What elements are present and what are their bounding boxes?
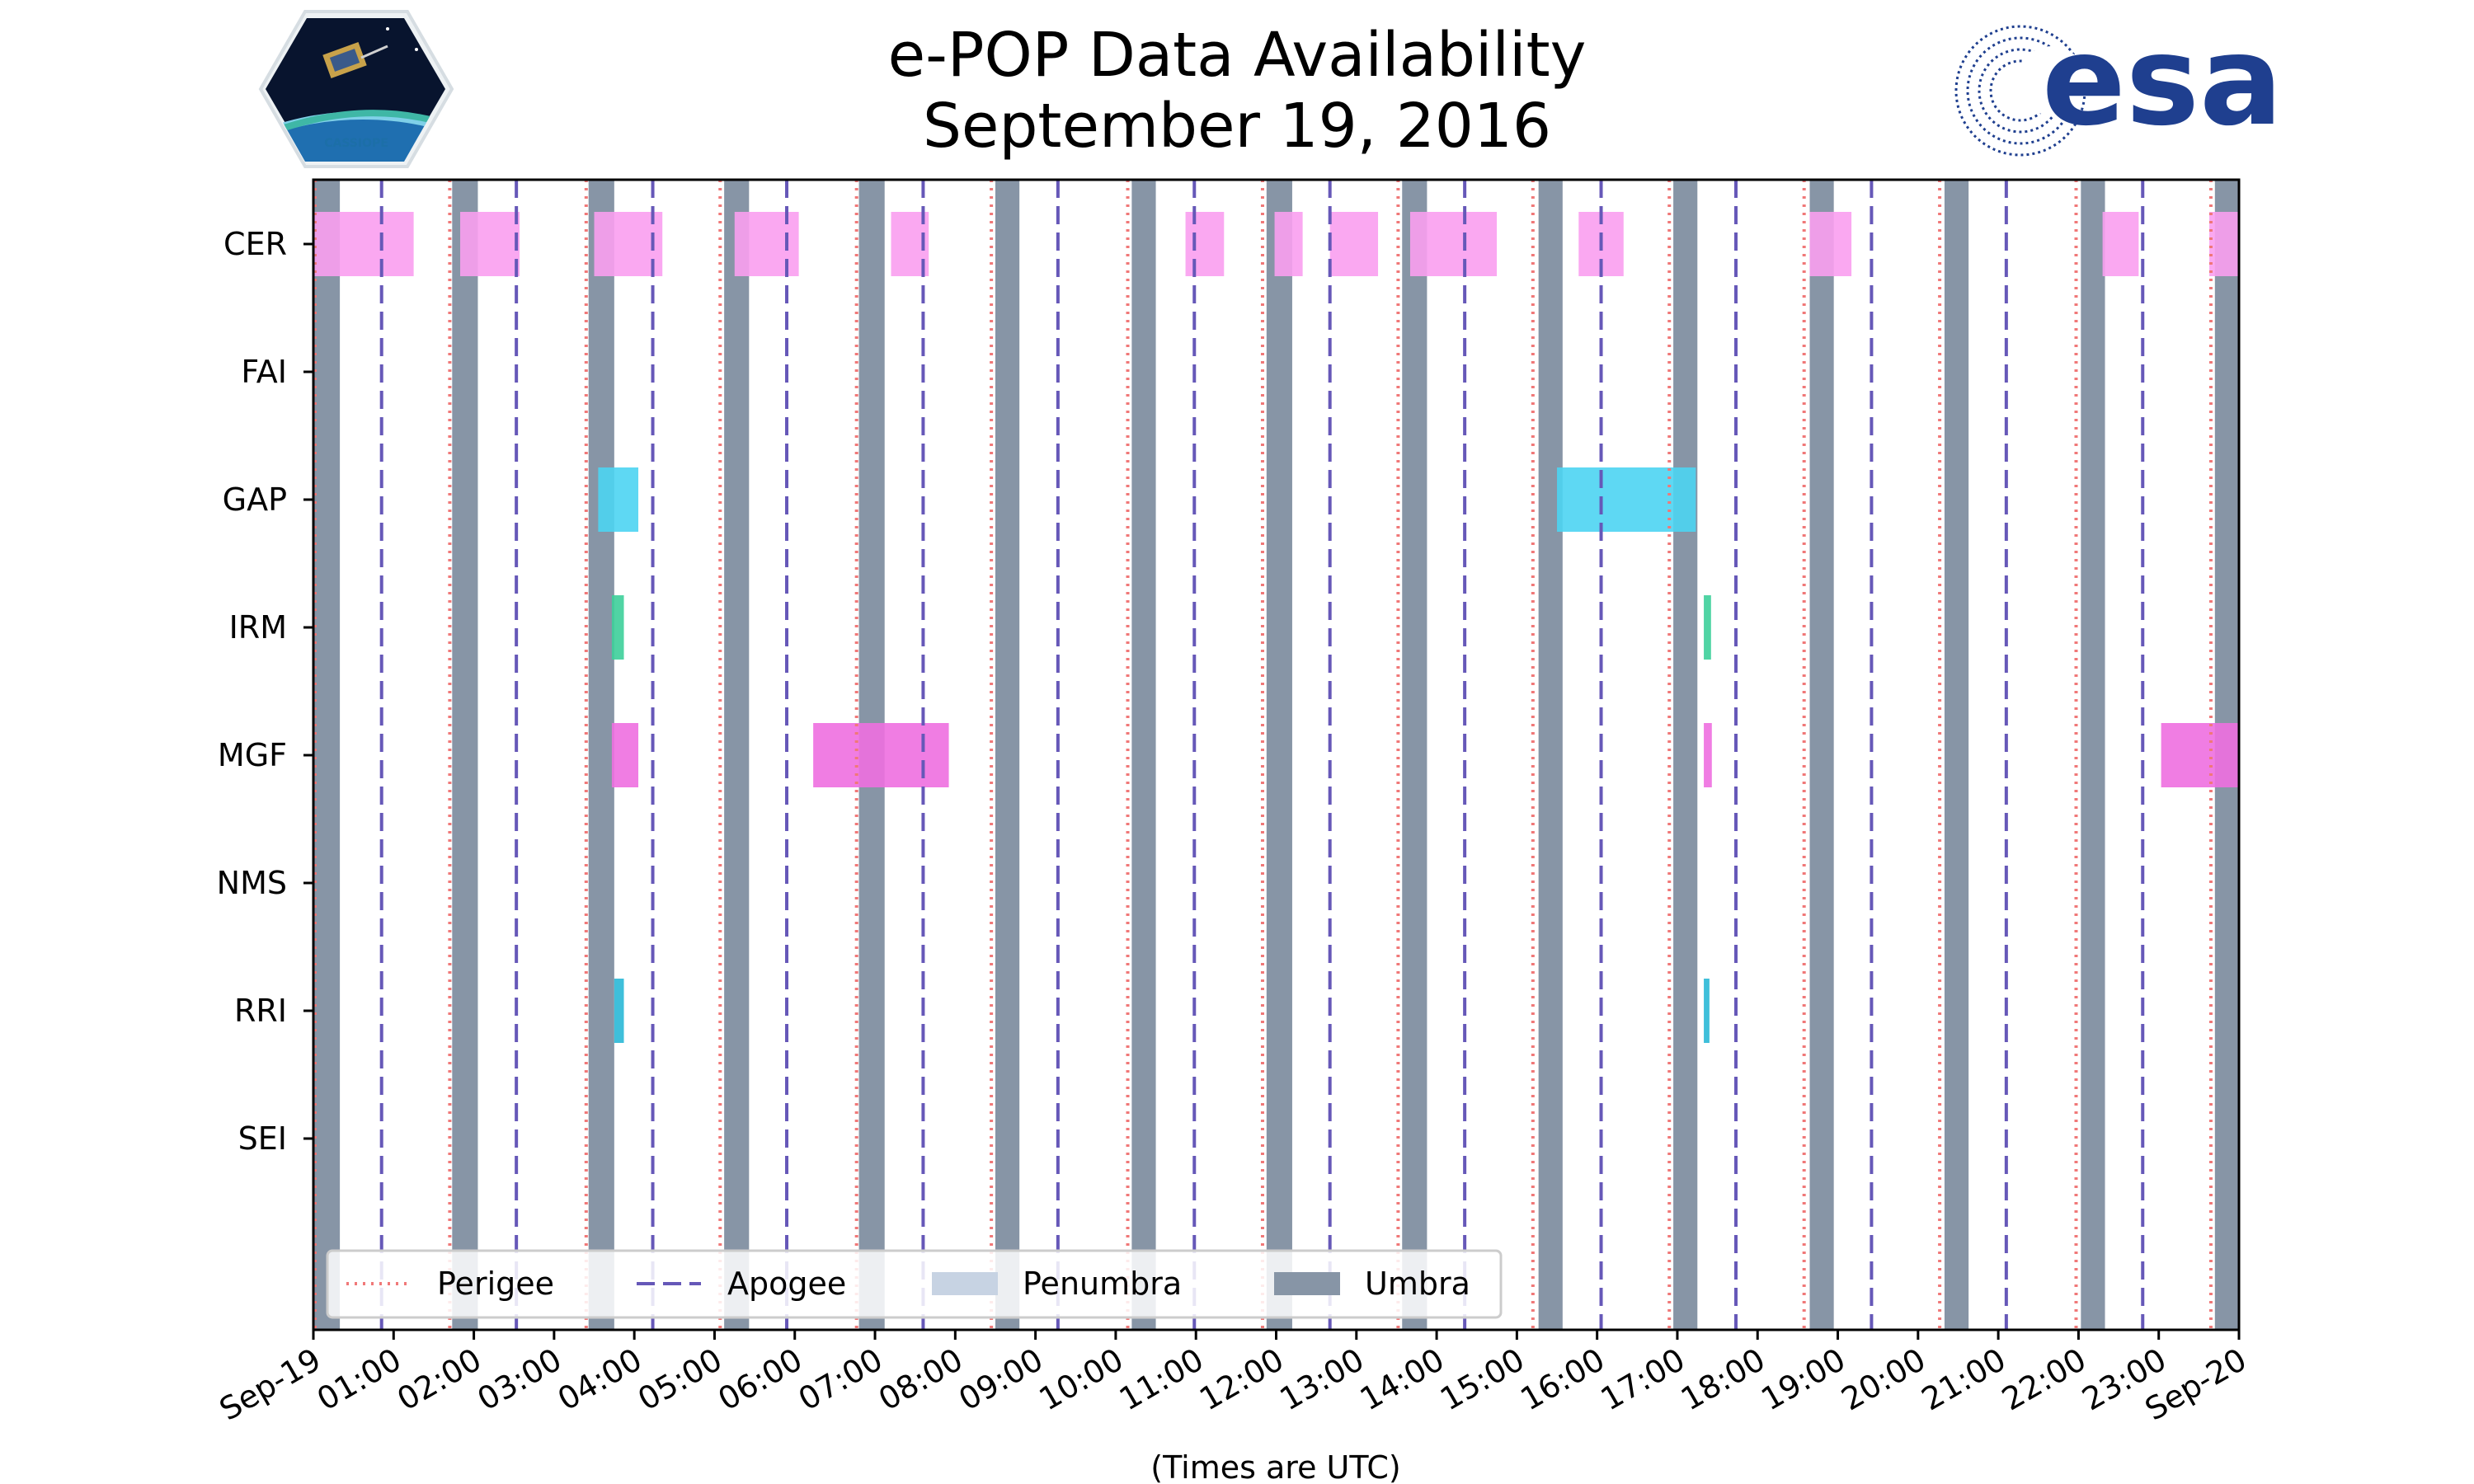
availability-bar-mgf <box>611 723 639 787</box>
x-tick-label: 21:00 <box>1916 1341 2012 1418</box>
umbra-band <box>313 180 341 1330</box>
availability-bar-irm <box>611 595 624 660</box>
umbra-layer <box>313 180 2239 1330</box>
availability-bar-cer <box>460 212 520 276</box>
x-tick-label: 22:00 <box>1996 1341 2092 1418</box>
availability-bar-cer <box>1809 212 1852 276</box>
chart-subtitle: September 19, 2016 <box>922 91 1552 162</box>
availability-bar-mgf <box>2161 723 2239 787</box>
availability-bar-gap <box>598 467 639 532</box>
x-tick-label: 11:00 <box>1113 1341 1210 1418</box>
x-tick-label: 17:00 <box>1595 1341 1691 1418</box>
x-tick-label: 12:00 <box>1193 1341 1290 1418</box>
x-tick-label: 13:00 <box>1273 1341 1370 1418</box>
x-axis-label: (Times are UTC) <box>1150 1449 1400 1484</box>
y-tick-label: GAP <box>223 481 287 518</box>
y-tick-label: NMS <box>217 865 287 901</box>
x-tick-label: Sep-19 <box>214 1341 327 1428</box>
perigee-lines <box>313 180 2213 1330</box>
availability-bar-cer <box>2209 212 2239 276</box>
x-tick-label: 05:00 <box>632 1341 728 1418</box>
umbra-band <box>1131 180 1156 1330</box>
x-tick-label: 16:00 <box>1514 1341 1611 1418</box>
y-axis: CER FAI GAP IRM MGF NMS RRI SEI <box>217 226 313 1157</box>
apogee-lines <box>379 180 2145 1330</box>
x-tick-label: 09:00 <box>952 1341 1049 1418</box>
x-tick-label: 01:00 <box>311 1341 407 1418</box>
x-tick-label: 02:00 <box>391 1341 487 1418</box>
legend-label-umbra: Umbra <box>1365 1266 1470 1302</box>
esa-logo-text: esa <box>2042 10 2283 153</box>
availability-bar-cer <box>594 212 663 276</box>
legend-label-perigee: Perigee <box>437 1266 554 1302</box>
availability-bar-rri <box>1704 979 1710 1043</box>
y-tick-label: IRM <box>229 609 287 646</box>
y-tick-label: CER <box>223 226 287 262</box>
x-tick-label: 18:00 <box>1675 1341 1771 1418</box>
y-tick-label: RRI <box>234 993 287 1029</box>
availability-bar-mgf <box>813 723 949 787</box>
y-tick-label: FAI <box>241 354 287 390</box>
x-tick-label: 03:00 <box>472 1341 568 1418</box>
x-tick-label: 15:00 <box>1434 1341 1531 1418</box>
availability-bar-cer <box>1185 212 1225 276</box>
availability-bar-cer <box>1329 212 1379 276</box>
umbra-band <box>1402 180 1427 1330</box>
x-tick-label: 19:00 <box>1755 1341 1851 1418</box>
availability-bar-cer <box>1409 212 1498 276</box>
y-tick-label: SEI <box>238 1120 287 1157</box>
chart-title: e-POP Data Availability <box>887 20 1587 91</box>
umbra-band <box>1673 180 1698 1330</box>
x-tick-label: 07:00 <box>793 1341 889 1418</box>
umbra-band <box>1809 180 1834 1330</box>
availability-bar-gap <box>1557 467 1696 532</box>
y-tick-label: MGF <box>218 737 287 773</box>
legend: Perigee Apogee Penumbra Umbra <box>326 1249 1503 1319</box>
x-tick-label: 04:00 <box>552 1341 648 1418</box>
availability-bar-rri <box>614 979 624 1043</box>
availability-bar-cer <box>313 212 414 276</box>
legend-box <box>326 1249 1503 1319</box>
cassiope-logo-text: CASSIOPE <box>324 137 388 150</box>
legend-label-apogee: Apogee <box>727 1266 846 1302</box>
availability-bar-cer <box>1274 212 1303 276</box>
x-tick-label: 10:00 <box>1033 1341 1130 1418</box>
umbra-band <box>1538 180 1563 1330</box>
umbra-band <box>1944 180 1969 1330</box>
umbra-band <box>1266 180 1292 1330</box>
umbra-band <box>724 180 750 1330</box>
umbra-band <box>2081 180 2105 1330</box>
x-axis: Sep-1901:0002:0003:0004:0005:0006:0007:0… <box>214 1330 2253 1428</box>
umbra-band <box>452 180 478 1330</box>
legend-swatch-umbra <box>1274 1272 1340 1295</box>
availability-bar-cer <box>2102 212 2139 276</box>
esa-logo-icon: esa <box>1954 10 2283 157</box>
umbra-band <box>995 180 1020 1330</box>
umbra-band <box>588 180 614 1330</box>
availability-bars <box>313 212 2239 1043</box>
availability-bar-cer <box>734 212 799 276</box>
availability-bar-irm <box>1704 595 1711 660</box>
x-tick-label: 08:00 <box>872 1341 969 1418</box>
x-tick-label: 20:00 <box>1835 1341 1931 1418</box>
availability-bar-mgf <box>1704 723 1712 787</box>
legend-swatch-penumbra <box>932 1272 998 1295</box>
x-tick-label: 14:00 <box>1354 1341 1451 1418</box>
x-tick-label: 06:00 <box>712 1341 808 1418</box>
legend-label-penumbra: Penumbra <box>1023 1266 1182 1302</box>
